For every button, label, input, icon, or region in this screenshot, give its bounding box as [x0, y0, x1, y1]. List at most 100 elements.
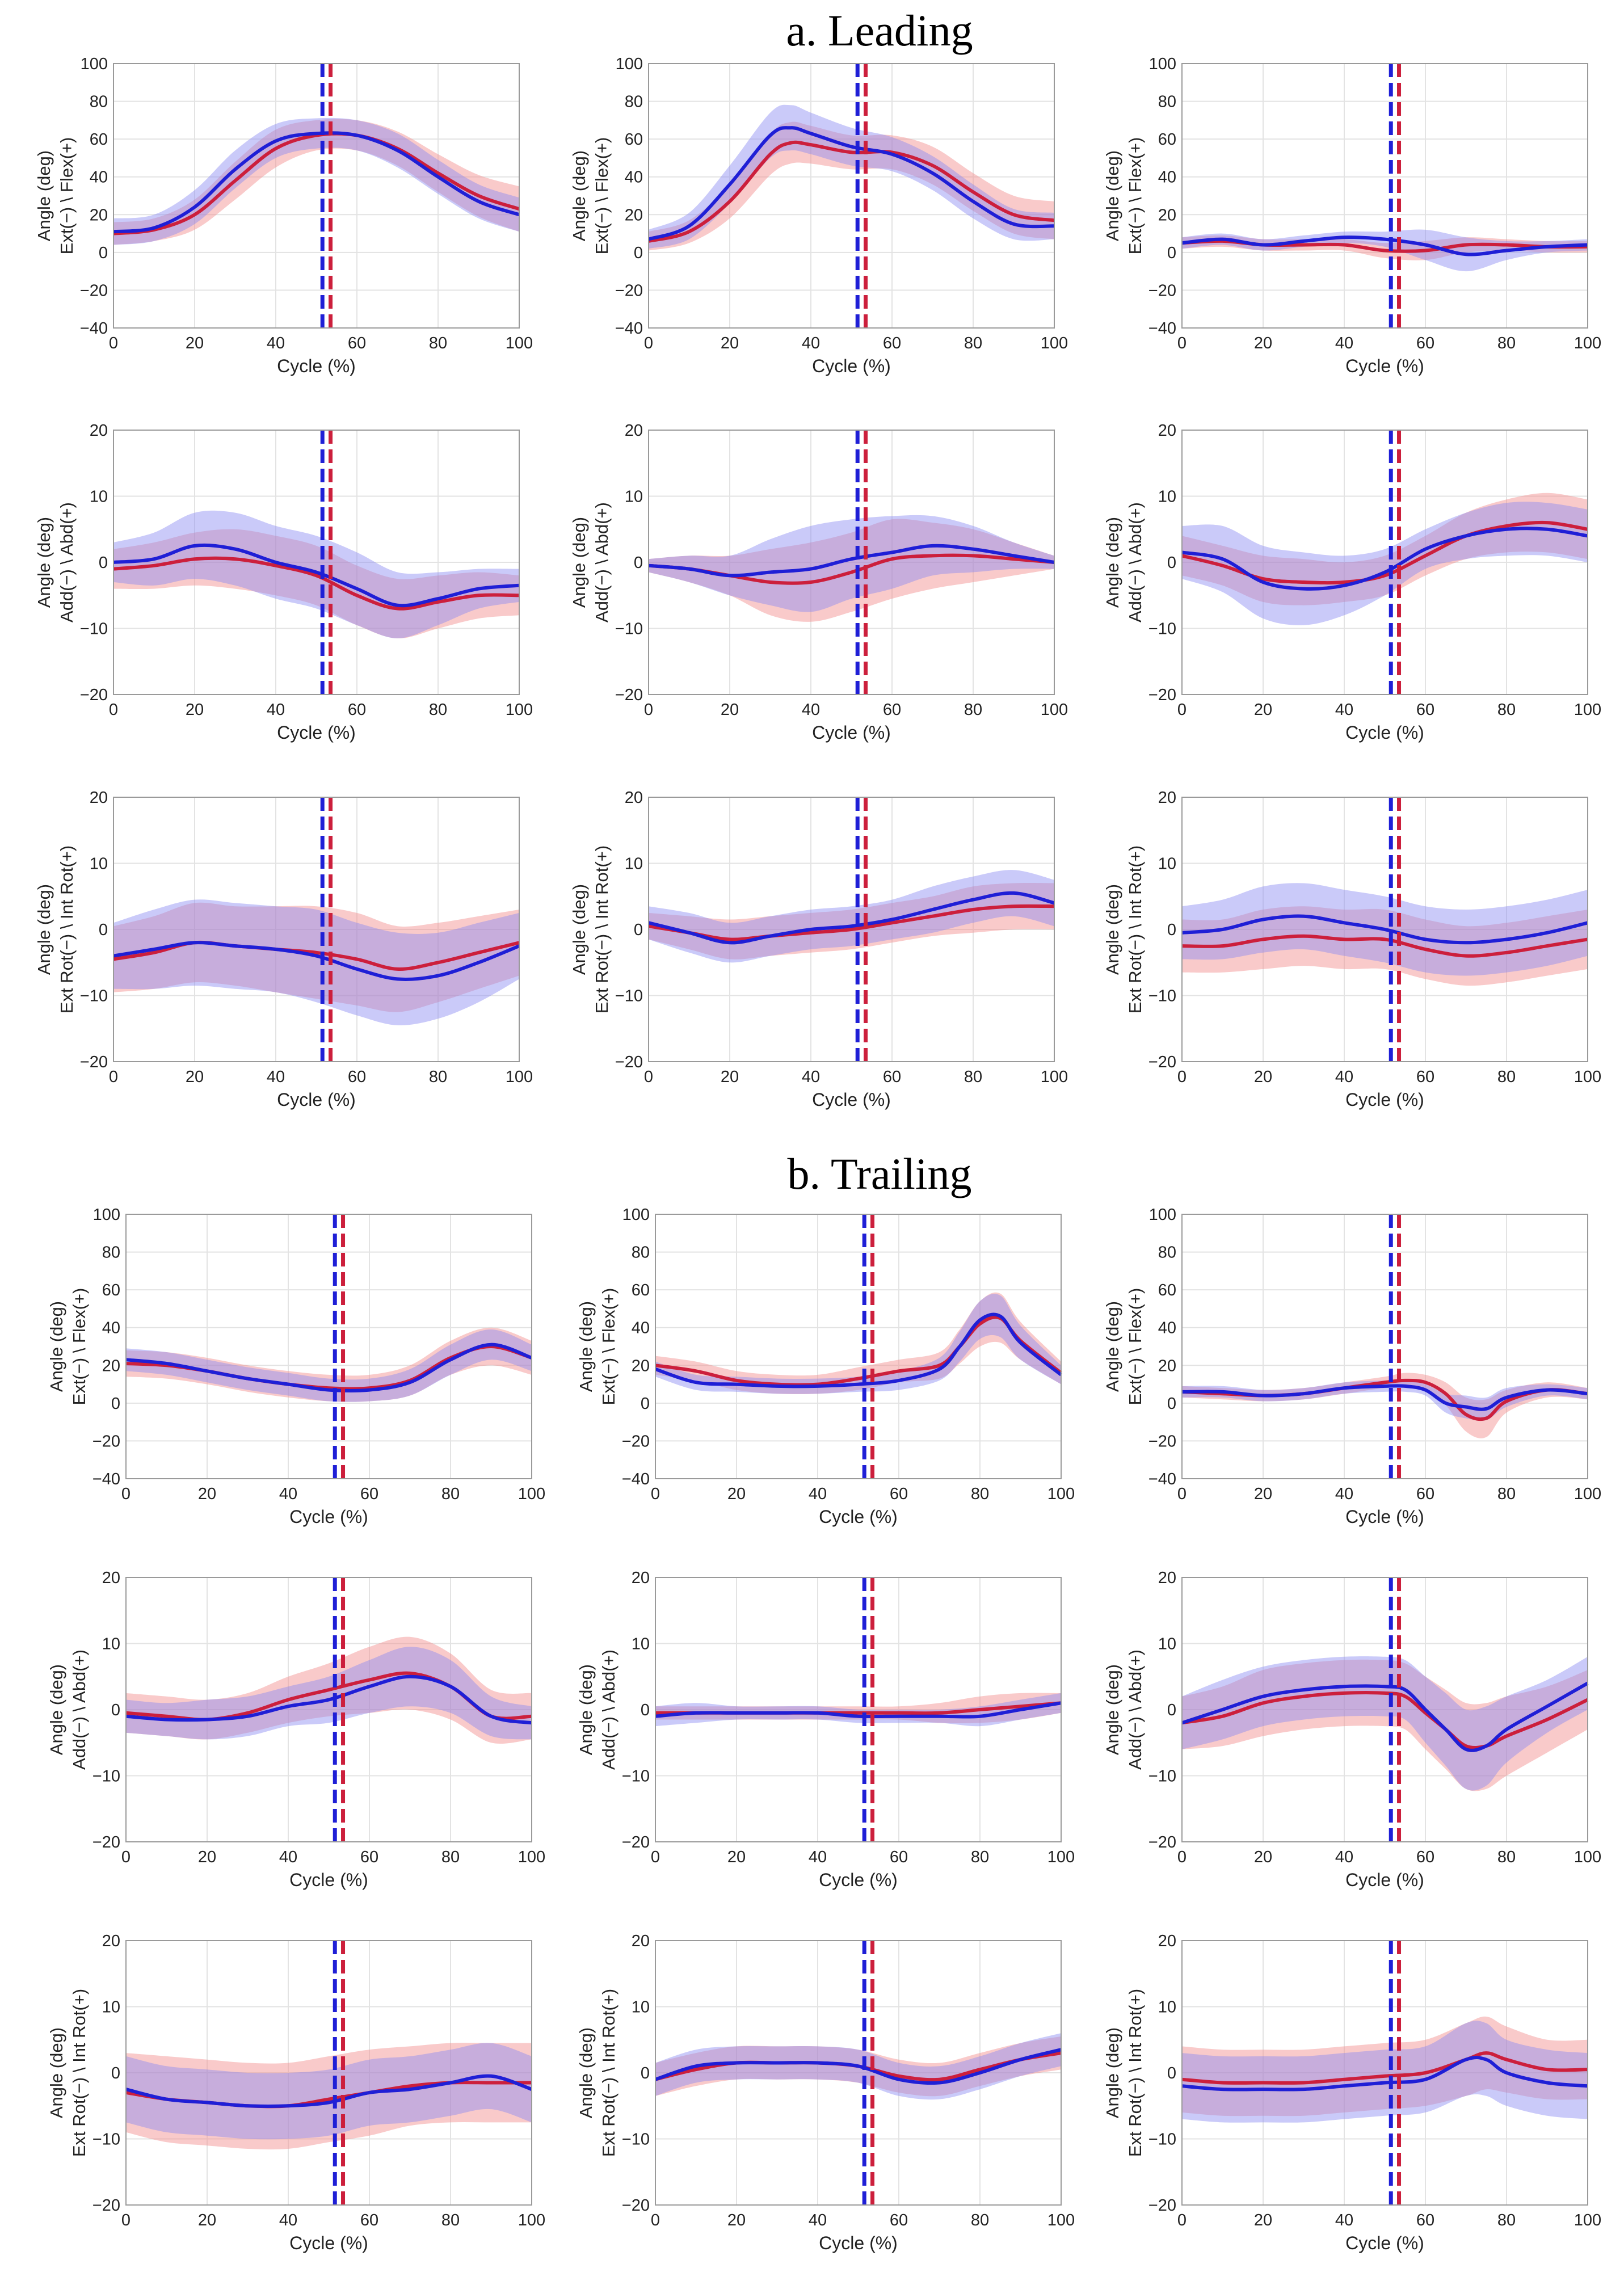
axes-frame: [1181, 797, 1588, 1062]
x-tick-label: 20: [721, 334, 739, 352]
axes-frame: [655, 1214, 1062, 1479]
y-axis-label-bottom: Add(−) \ Abd(+): [599, 1649, 619, 1770]
y-tick-label: −20: [1148, 1432, 1176, 1450]
subplot-leading-r0c2: 0 20 40 60 80 100 −40 −20 0 20 40 60 80 100 Cycle (%) A…: [1103, 55, 1601, 376]
x-tick-label: 0: [651, 1848, 660, 1866]
y-tick-label: −10: [615, 987, 643, 1005]
y-tick-label: −10: [92, 1768, 120, 1786]
y-tick-label: −10: [615, 620, 643, 638]
section-title-trailing: b. Trailing: [787, 1149, 971, 1198]
x-tick-label: 100: [1041, 334, 1068, 352]
y-tick-label: 80: [625, 93, 643, 111]
x-tick-label: 80: [964, 1068, 982, 1086]
section-title-leading: a. Leading: [786, 6, 973, 55]
subplot-leading-r1c1: 0 20 40 60 80 100 −20 −10 0 10 20 Cycle (%) Angle (d…: [569, 422, 1068, 743]
y-tick-label: −10: [1148, 2131, 1176, 2149]
band-blue: [1182, 1656, 1588, 1791]
y-tick-label: −20: [92, 2196, 120, 2215]
x-axis-label: Cycle (%): [1345, 1506, 1424, 1527]
x-tick-label: 0: [1177, 334, 1187, 352]
x-tick-label: 80: [429, 1068, 447, 1086]
y-tick-label: 10: [1158, 855, 1176, 873]
y-tick-label: −20: [622, 1833, 650, 1851]
axes-frame: [1181, 1577, 1588, 1842]
x-tick-label: 40: [279, 2211, 297, 2229]
x-tick-label: 40: [809, 1848, 827, 1866]
y-tick-label: 60: [625, 131, 643, 149]
y-tick-label: 80: [102, 1244, 120, 1262]
x-tick-label: 80: [1497, 334, 1516, 352]
y-axis-label-top: Angle (deg): [1103, 2027, 1122, 2118]
y-tick-label: 20: [625, 206, 643, 224]
y-axis-label-bottom: Ext(−) \ Flex(+): [599, 1288, 619, 1405]
y-axis-label-bottom: Ext Rot(−) \ Int Rot(+): [1125, 1989, 1145, 2157]
x-axis-label: Cycle (%): [277, 1089, 356, 1110]
x-tick-label: 80: [441, 1485, 460, 1503]
x-tick-label: 20: [727, 1485, 746, 1503]
series-line-blue: [648, 126, 1055, 241]
y-tick-label: −20: [1148, 686, 1176, 704]
x-tick-label: 40: [1335, 2211, 1353, 2229]
y-tick-label: 0: [99, 554, 108, 572]
axes-frame: [113, 430, 520, 695]
x-tick-label: 20: [727, 1848, 746, 1866]
x-tick-label: 100: [506, 1068, 533, 1086]
y-tick-label: 20: [1158, 789, 1176, 807]
y-tick-label: 40: [1158, 1319, 1176, 1337]
band-red: [1182, 235, 1588, 260]
x-tick-label: 20: [198, 1485, 216, 1503]
series-line-blue: [125, 1674, 532, 1725]
y-tick-label: 80: [1158, 1244, 1176, 1262]
band-blue: [126, 1329, 532, 1402]
x-tick-label: 60: [348, 701, 366, 719]
x-tick-label: 40: [267, 701, 285, 719]
x-tick-label: 0: [651, 1485, 660, 1503]
x-tick-label: 40: [1335, 1068, 1353, 1086]
subplot-leading-r0c0: 0 20 40 60 80 100 −40 −20 0 20 40 60 80 100 Cycle (%) A…: [34, 55, 533, 376]
x-tick-label: 40: [802, 701, 820, 719]
subplot-trailing-r0c2: 0 20 40 60 80 100 −40 −20 0 20 40 60 80 100 Cycle (%) A…: [1103, 1206, 1601, 1527]
x-tick-label: 100: [506, 701, 533, 719]
series-line-red: [113, 132, 520, 235]
x-tick-label: 100: [518, 1485, 545, 1503]
y-tick-label: −40: [1148, 1470, 1176, 1488]
series-line-red: [1181, 934, 1588, 958]
x-tick-label: 20: [186, 701, 204, 719]
x-tick-label: 0: [121, 2211, 131, 2229]
y-axis-label-bottom: Ext Rot(−) \ Int Rot(+): [592, 845, 612, 1013]
y-tick-label: −20: [1148, 1053, 1176, 1071]
y-axis-label-bottom: Ext Rot(−) \ Int Rot(+): [1125, 845, 1145, 1013]
x-tick-label: 60: [360, 1848, 378, 1866]
x-tick-label: 20: [1254, 2211, 1272, 2229]
y-axis-label-bottom: Add(−) \ Abd(+): [1125, 1649, 1145, 1770]
x-tick-label: 20: [198, 2211, 216, 2229]
y-tick-label: −20: [615, 686, 643, 704]
y-tick-label: 0: [111, 1395, 120, 1413]
series-line-red: [1181, 1691, 1589, 1749]
x-axis-label: Cycle (%): [819, 1506, 898, 1527]
series-line-blue: [655, 1312, 1062, 1388]
y-tick-label: 100: [1149, 55, 1176, 73]
band-red: [649, 519, 1054, 622]
x-axis-label: Cycle (%): [1345, 722, 1424, 743]
band-red: [113, 119, 519, 245]
axes-frame: [1181, 430, 1588, 695]
y-tick-label: 0: [634, 244, 643, 262]
subplot-trailing-r0c1: 0 20 40 60 80 100 −40 −20 0 20 40 60 80 100 Cycle (%) A…: [576, 1206, 1075, 1527]
y-tick-label: 10: [102, 1635, 120, 1653]
series-line-blue: [1181, 914, 1588, 945]
band-red: [126, 2043, 532, 2150]
y-tick-label: 20: [1158, 1932, 1176, 1950]
x-tick-label: 80: [1497, 701, 1516, 719]
y-axis-label-bottom: Add(−) \ Abd(+): [592, 502, 612, 622]
x-tick-label: 100: [1574, 701, 1601, 719]
y-tick-label: 20: [90, 422, 108, 440]
x-tick-label: 80: [1497, 1068, 1516, 1086]
x-tick-label: 80: [429, 701, 447, 719]
x-tick-label: 40: [1335, 1485, 1353, 1503]
y-tick-label: 60: [90, 131, 108, 149]
subplot-trailing-r1c2: 0 20 40 60 80 100 −20 −10 0 10 20 Cycle (%) Angle (d…: [1103, 1569, 1601, 1890]
y-tick-label: 80: [90, 93, 108, 111]
y-tick-label: 0: [1167, 244, 1176, 262]
